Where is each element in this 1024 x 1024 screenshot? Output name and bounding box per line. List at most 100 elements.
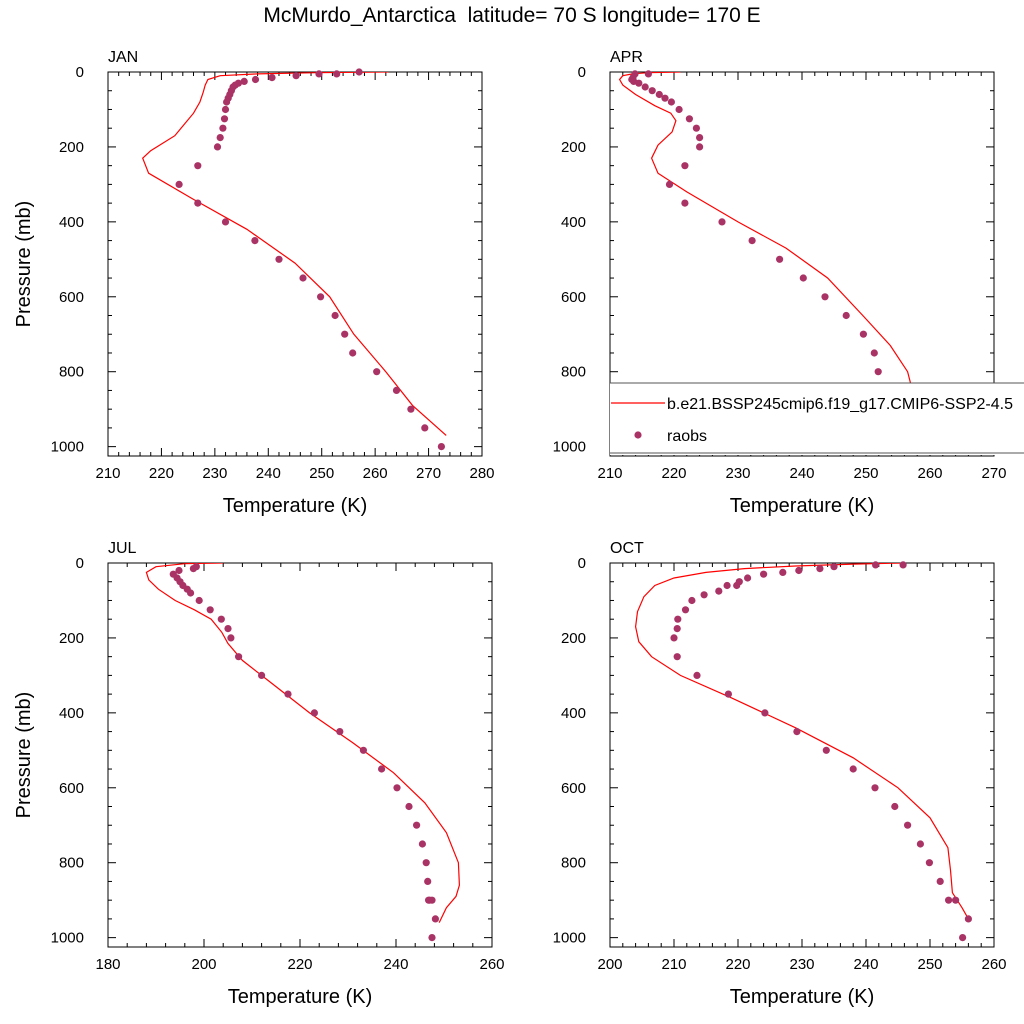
raobs-point bbox=[333, 70, 341, 78]
raobs-point bbox=[635, 79, 643, 87]
x-tick-label: 240 bbox=[853, 956, 878, 973]
raobs-point bbox=[700, 591, 708, 599]
raobs-point bbox=[405, 802, 413, 811]
x-tick-label: 200 bbox=[597, 956, 622, 973]
raobs-point bbox=[349, 349, 357, 357]
raobs-point bbox=[428, 896, 436, 904]
plot-frame bbox=[107, 71, 483, 457]
legend-background bbox=[610, 383, 1024, 455]
raobs-point bbox=[744, 574, 752, 582]
x-tick-label: 180 bbox=[95, 956, 120, 973]
y-tick-label: 800 bbox=[561, 364, 586, 381]
panel-oct: OCT 200 210 220 230 240 250 260 0 200 400 600 800 100… bbox=[553, 540, 1007, 1008]
x-tick-label: 200 bbox=[191, 956, 216, 973]
y-tick-label: 0 bbox=[578, 64, 586, 81]
raobs-point bbox=[421, 424, 429, 432]
raobs-point bbox=[258, 671, 266, 680]
raobs-point bbox=[748, 237, 756, 245]
raobs-point bbox=[355, 68, 363, 76]
raobs-point bbox=[952, 896, 960, 904]
raobs-point bbox=[187, 589, 195, 597]
model-series-line bbox=[634, 563, 969, 920]
y-tick-label: 0 bbox=[76, 555, 84, 572]
raobs-point bbox=[331, 311, 339, 320]
raobs-point bbox=[760, 570, 768, 578]
x-tick-label: 230 bbox=[789, 956, 814, 973]
raobs-point bbox=[799, 274, 807, 282]
raobs-point bbox=[665, 180, 674, 188]
panel-title: JAN bbox=[108, 49, 138, 66]
raobs-point bbox=[223, 98, 231, 106]
raobs-point bbox=[674, 615, 682, 623]
raobs-point bbox=[240, 77, 248, 85]
y-tick-label: 1000 bbox=[51, 439, 84, 456]
raobs-point bbox=[235, 653, 243, 661]
raobs-point bbox=[822, 746, 830, 754]
raobs-point bbox=[964, 915, 973, 923]
plot-frame bbox=[107, 562, 493, 948]
x-tick-label: 230 bbox=[202, 465, 227, 482]
y-tick-label: 600 bbox=[59, 289, 84, 306]
raobs-point bbox=[437, 443, 445, 451]
panel-title: JUL bbox=[108, 540, 137, 557]
x-axis-title: Temperature (K) bbox=[223, 495, 368, 517]
raobs-point bbox=[268, 74, 276, 82]
raobs-point bbox=[220, 115, 229, 123]
legend: b.e21.BSSP245cmip6.f19_g17.CMIP6-SSP2-4.… bbox=[610, 382, 1024, 455]
panel-jan: JAN 210 220 230 240 250 260 270 280 0 200 400 600 800… bbox=[13, 49, 495, 517]
y-tick-label: 600 bbox=[59, 780, 84, 797]
y-axis-title: Pressure (mb) bbox=[13, 692, 35, 819]
raobs-point bbox=[715, 587, 723, 595]
raobs-point bbox=[916, 840, 925, 848]
raobs-point bbox=[413, 821, 421, 829]
x-tick-label: 240 bbox=[256, 465, 281, 482]
raobs-point bbox=[275, 255, 283, 263]
raobs-point bbox=[317, 293, 325, 301]
y-tick-label: 400 bbox=[59, 705, 84, 722]
y-tick-label: 200 bbox=[59, 630, 84, 647]
y-tick-label: 200 bbox=[561, 139, 586, 156]
raobs-point bbox=[776, 255, 784, 263]
x-tick-label: 260 bbox=[479, 956, 504, 973]
panel-title: APR bbox=[610, 49, 643, 66]
raobs-point bbox=[341, 330, 349, 338]
model-series-line bbox=[141, 72, 447, 436]
y-tick-label: 0 bbox=[76, 64, 84, 81]
x-tick-label: 220 bbox=[661, 465, 686, 482]
raobs-point bbox=[431, 915, 439, 923]
raobs-point bbox=[936, 877, 944, 886]
raobs-point bbox=[251, 75, 260, 84]
raobs-point bbox=[945, 896, 953, 904]
x-tick-label: 220 bbox=[725, 956, 750, 973]
raobs-point bbox=[227, 634, 235, 642]
raobs-point bbox=[648, 87, 656, 95]
legend-obs-label: raobs bbox=[667, 428, 707, 445]
raobs-point bbox=[904, 821, 912, 829]
y-tick-label: 400 bbox=[59, 214, 84, 231]
y-tick-label: 600 bbox=[561, 780, 586, 797]
x-tick-label: 210 bbox=[661, 956, 686, 973]
x-tick-label: 240 bbox=[383, 956, 408, 973]
raobs-point bbox=[221, 105, 230, 114]
raobs-point bbox=[189, 565, 197, 573]
raobs-point bbox=[667, 98, 676, 106]
raobs-point bbox=[870, 349, 878, 357]
raobs-point bbox=[871, 784, 879, 792]
raobs-point bbox=[213, 143, 222, 151]
raobs-point bbox=[830, 563, 838, 571]
raobs-point bbox=[681, 606, 690, 614]
raobs-point bbox=[925, 859, 934, 867]
raobs-point bbox=[424, 877, 432, 886]
raobs-point bbox=[359, 746, 367, 754]
raobs-point bbox=[428, 934, 436, 942]
raobs-point bbox=[821, 293, 829, 301]
x-tick-label: 230 bbox=[725, 465, 750, 482]
legend-obs-marker bbox=[634, 431, 642, 439]
raobs-point bbox=[194, 199, 202, 207]
x-tick-label: 260 bbox=[917, 465, 942, 482]
x-tick-label: 260 bbox=[363, 465, 388, 482]
x-tick-label: 250 bbox=[853, 465, 878, 482]
raobs-point bbox=[724, 690, 733, 698]
y-tick-label: 0 bbox=[578, 555, 586, 572]
